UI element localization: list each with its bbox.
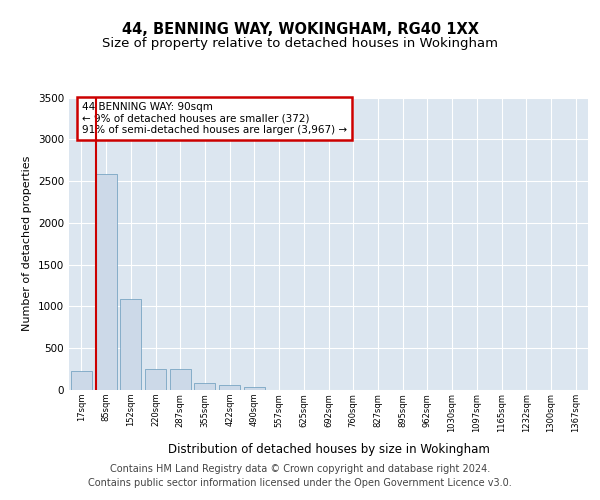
Bar [120,299,141,390]
Bar [145,368,166,390]
Text: Size of property relative to detached houses in Wokingham: Size of property relative to detached ho… [102,38,498,51]
Bar [244,387,265,390]
Bar [95,174,116,390]
Y-axis label: Number of detached properties: Number of detached properties [22,156,32,332]
X-axis label: Distribution of detached houses by size in Wokingham: Distribution of detached houses by size … [167,443,490,456]
Text: Contains HM Land Registry data © Crown copyright and database right 2024.
Contai: Contains HM Land Registry data © Crown c… [88,464,512,487]
Text: 44 BENNING WAY: 90sqm
← 9% of detached houses are smaller (372)
91% of semi-deta: 44 BENNING WAY: 90sqm ← 9% of detached h… [82,102,347,135]
Bar [219,386,240,390]
Bar [194,384,215,390]
Bar [71,371,92,390]
Bar [170,368,191,390]
Text: 44, BENNING WAY, WOKINGHAM, RG40 1XX: 44, BENNING WAY, WOKINGHAM, RG40 1XX [121,22,479,38]
